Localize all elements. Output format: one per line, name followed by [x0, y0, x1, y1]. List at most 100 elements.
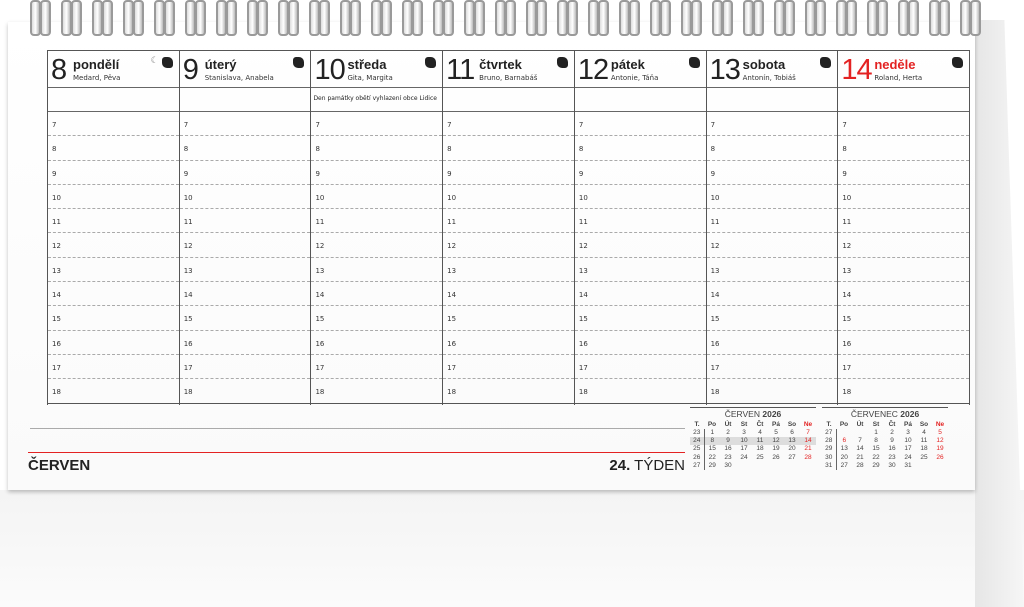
hour-slot[interactable]: 18	[838, 379, 970, 404]
hour-slot[interactable]: 13	[443, 258, 574, 283]
hour-slot[interactable]: 14	[443, 282, 574, 307]
hour-slot[interactable]: 7	[311, 112, 443, 137]
hour-slot[interactable]: 8	[48, 136, 179, 161]
hour-slot[interactable]: 7	[838, 112, 970, 137]
hour-slot[interactable]: 7	[443, 112, 574, 137]
hour-label: 11	[447, 218, 457, 227]
hour-slot[interactable]: 9	[838, 161, 970, 185]
hour-slot[interactable]: 9	[311, 161, 443, 185]
hour-slot[interactable]: 11	[179, 209, 311, 234]
hour-slot[interactable]: 17	[443, 355, 574, 380]
hour-slot[interactable]: 8	[706, 136, 838, 161]
hour-slot[interactable]: 15	[179, 306, 311, 331]
hour-slot[interactable]: 14	[838, 282, 970, 307]
hour-slot[interactable]: 8	[838, 136, 970, 161]
hour-slot[interactable]: 11	[443, 209, 574, 234]
hour-slot[interactable]: 10	[311, 185, 443, 210]
hour-slot[interactable]: 16	[179, 331, 311, 355]
hour-slot[interactable]: 11	[706, 209, 838, 234]
hour-slot[interactable]: 7	[574, 112, 706, 137]
hour-label: 18	[578, 388, 588, 397]
hour-slot[interactable]: 14	[179, 282, 311, 307]
hour-slot[interactable]: 8	[443, 136, 574, 161]
hour-slot[interactable]: 17	[574, 355, 706, 380]
day-note[interactable]	[179, 88, 311, 112]
hour-slot[interactable]: 14	[574, 282, 706, 307]
hour-slot[interactable]: 16	[574, 331, 706, 355]
hour-slot[interactable]: 13	[838, 258, 970, 283]
hour-slot[interactable]: 12	[48, 233, 179, 258]
hour-slot[interactable]: 13	[48, 258, 179, 283]
hour-slot[interactable]: 15	[48, 306, 179, 331]
hour-slot[interactable]: 13	[311, 258, 443, 283]
hour-slot[interactable]: 13	[179, 258, 311, 283]
hour-slot[interactable]: 18	[443, 379, 574, 404]
hour-slot[interactable]: 10	[179, 185, 311, 210]
hour-slot[interactable]: 8	[179, 136, 311, 161]
day-note[interactable]	[574, 88, 706, 112]
hour-slot[interactable]: 12	[838, 233, 970, 258]
hour-slot[interactable]: 10	[838, 185, 970, 210]
hour-slot[interactable]: 18	[179, 379, 311, 404]
hour-slot[interactable]: 14	[311, 282, 443, 307]
hour-slot[interactable]: 8	[574, 136, 706, 161]
hour-slot[interactable]: 12	[311, 233, 443, 258]
hour-slot[interactable]: 9	[706, 161, 838, 185]
hour-slot[interactable]: 10	[48, 185, 179, 210]
hour-slot[interactable]: 16	[48, 331, 179, 355]
hour-slot[interactable]: 15	[443, 306, 574, 331]
week-number-cell: 25	[690, 445, 705, 454]
hour-slot[interactable]: 10	[443, 185, 574, 210]
hour-slot[interactable]: 11	[574, 209, 706, 234]
hour-slot[interactable]: 11	[838, 209, 970, 234]
hour-slot[interactable]: 9	[179, 161, 311, 185]
hour-slot[interactable]: 12	[443, 233, 574, 258]
day-note[interactable]	[48, 88, 179, 112]
hour-slot[interactable]: 15	[706, 306, 838, 331]
hour-slot[interactable]: 10	[706, 185, 838, 210]
hour-slot[interactable]: 13	[574, 258, 706, 283]
day-note[interactable]: Den památky obětí vyhlazení obce Lidice	[311, 88, 443, 112]
hour-slot[interactable]: 14	[48, 282, 179, 307]
hour-slot[interactable]: 11	[311, 209, 443, 234]
day-note[interactable]	[443, 88, 574, 112]
hour-slot[interactable]: 7	[706, 112, 838, 137]
hour-slot[interactable]: 16	[838, 331, 970, 355]
hour-slot[interactable]: 11	[48, 209, 179, 234]
hour-slot[interactable]: 18	[706, 379, 838, 404]
hour-slot[interactable]: 16	[706, 331, 838, 355]
divider	[30, 428, 685, 429]
hour-slot[interactable]: 16	[443, 331, 574, 355]
hour-slot[interactable]: 7	[48, 112, 179, 137]
hour-slot[interactable]: 15	[311, 306, 443, 331]
hour-slot[interactable]: 9	[574, 161, 706, 185]
hour-slot[interactable]: 15	[838, 306, 970, 331]
hour-slot[interactable]: 12	[706, 233, 838, 258]
hour-slot[interactable]: 17	[179, 355, 311, 380]
hour-slot[interactable]: 17	[706, 355, 838, 380]
hour-label: 17	[578, 363, 588, 372]
date-cell: 20	[840, 453, 848, 461]
day-note[interactable]	[838, 88, 970, 112]
hour-slot[interactable]: 7	[179, 112, 311, 137]
hour-slot[interactable]: 8	[311, 136, 443, 161]
hour-slot[interactable]: 15	[574, 306, 706, 331]
hour-slot[interactable]: 12	[179, 233, 311, 258]
hour-slot[interactable]: 17	[838, 355, 970, 380]
date-cell: 2	[890, 429, 894, 437]
spiral-ring	[526, 0, 547, 36]
hour-slot[interactable]: 18	[48, 379, 179, 404]
hour-slot[interactable]: 14	[706, 282, 838, 307]
week-row: 30 20 21 22 23 24 25 26	[822, 453, 948, 462]
hour-slot[interactable]: 9	[443, 161, 574, 185]
hour-slot[interactable]: 13	[706, 258, 838, 283]
hour-slot[interactable]: 9	[48, 161, 179, 185]
hour-slot[interactable]: 12	[574, 233, 706, 258]
hour-slot[interactable]: 16	[311, 331, 443, 355]
hour-slot[interactable]: 18	[311, 379, 443, 404]
hour-slot[interactable]: 17	[48, 355, 179, 380]
hour-slot[interactable]: 18	[574, 379, 706, 404]
hour-slot[interactable]: 17	[311, 355, 443, 380]
day-note[interactable]	[706, 88, 838, 112]
hour-slot[interactable]: 10	[574, 185, 706, 210]
